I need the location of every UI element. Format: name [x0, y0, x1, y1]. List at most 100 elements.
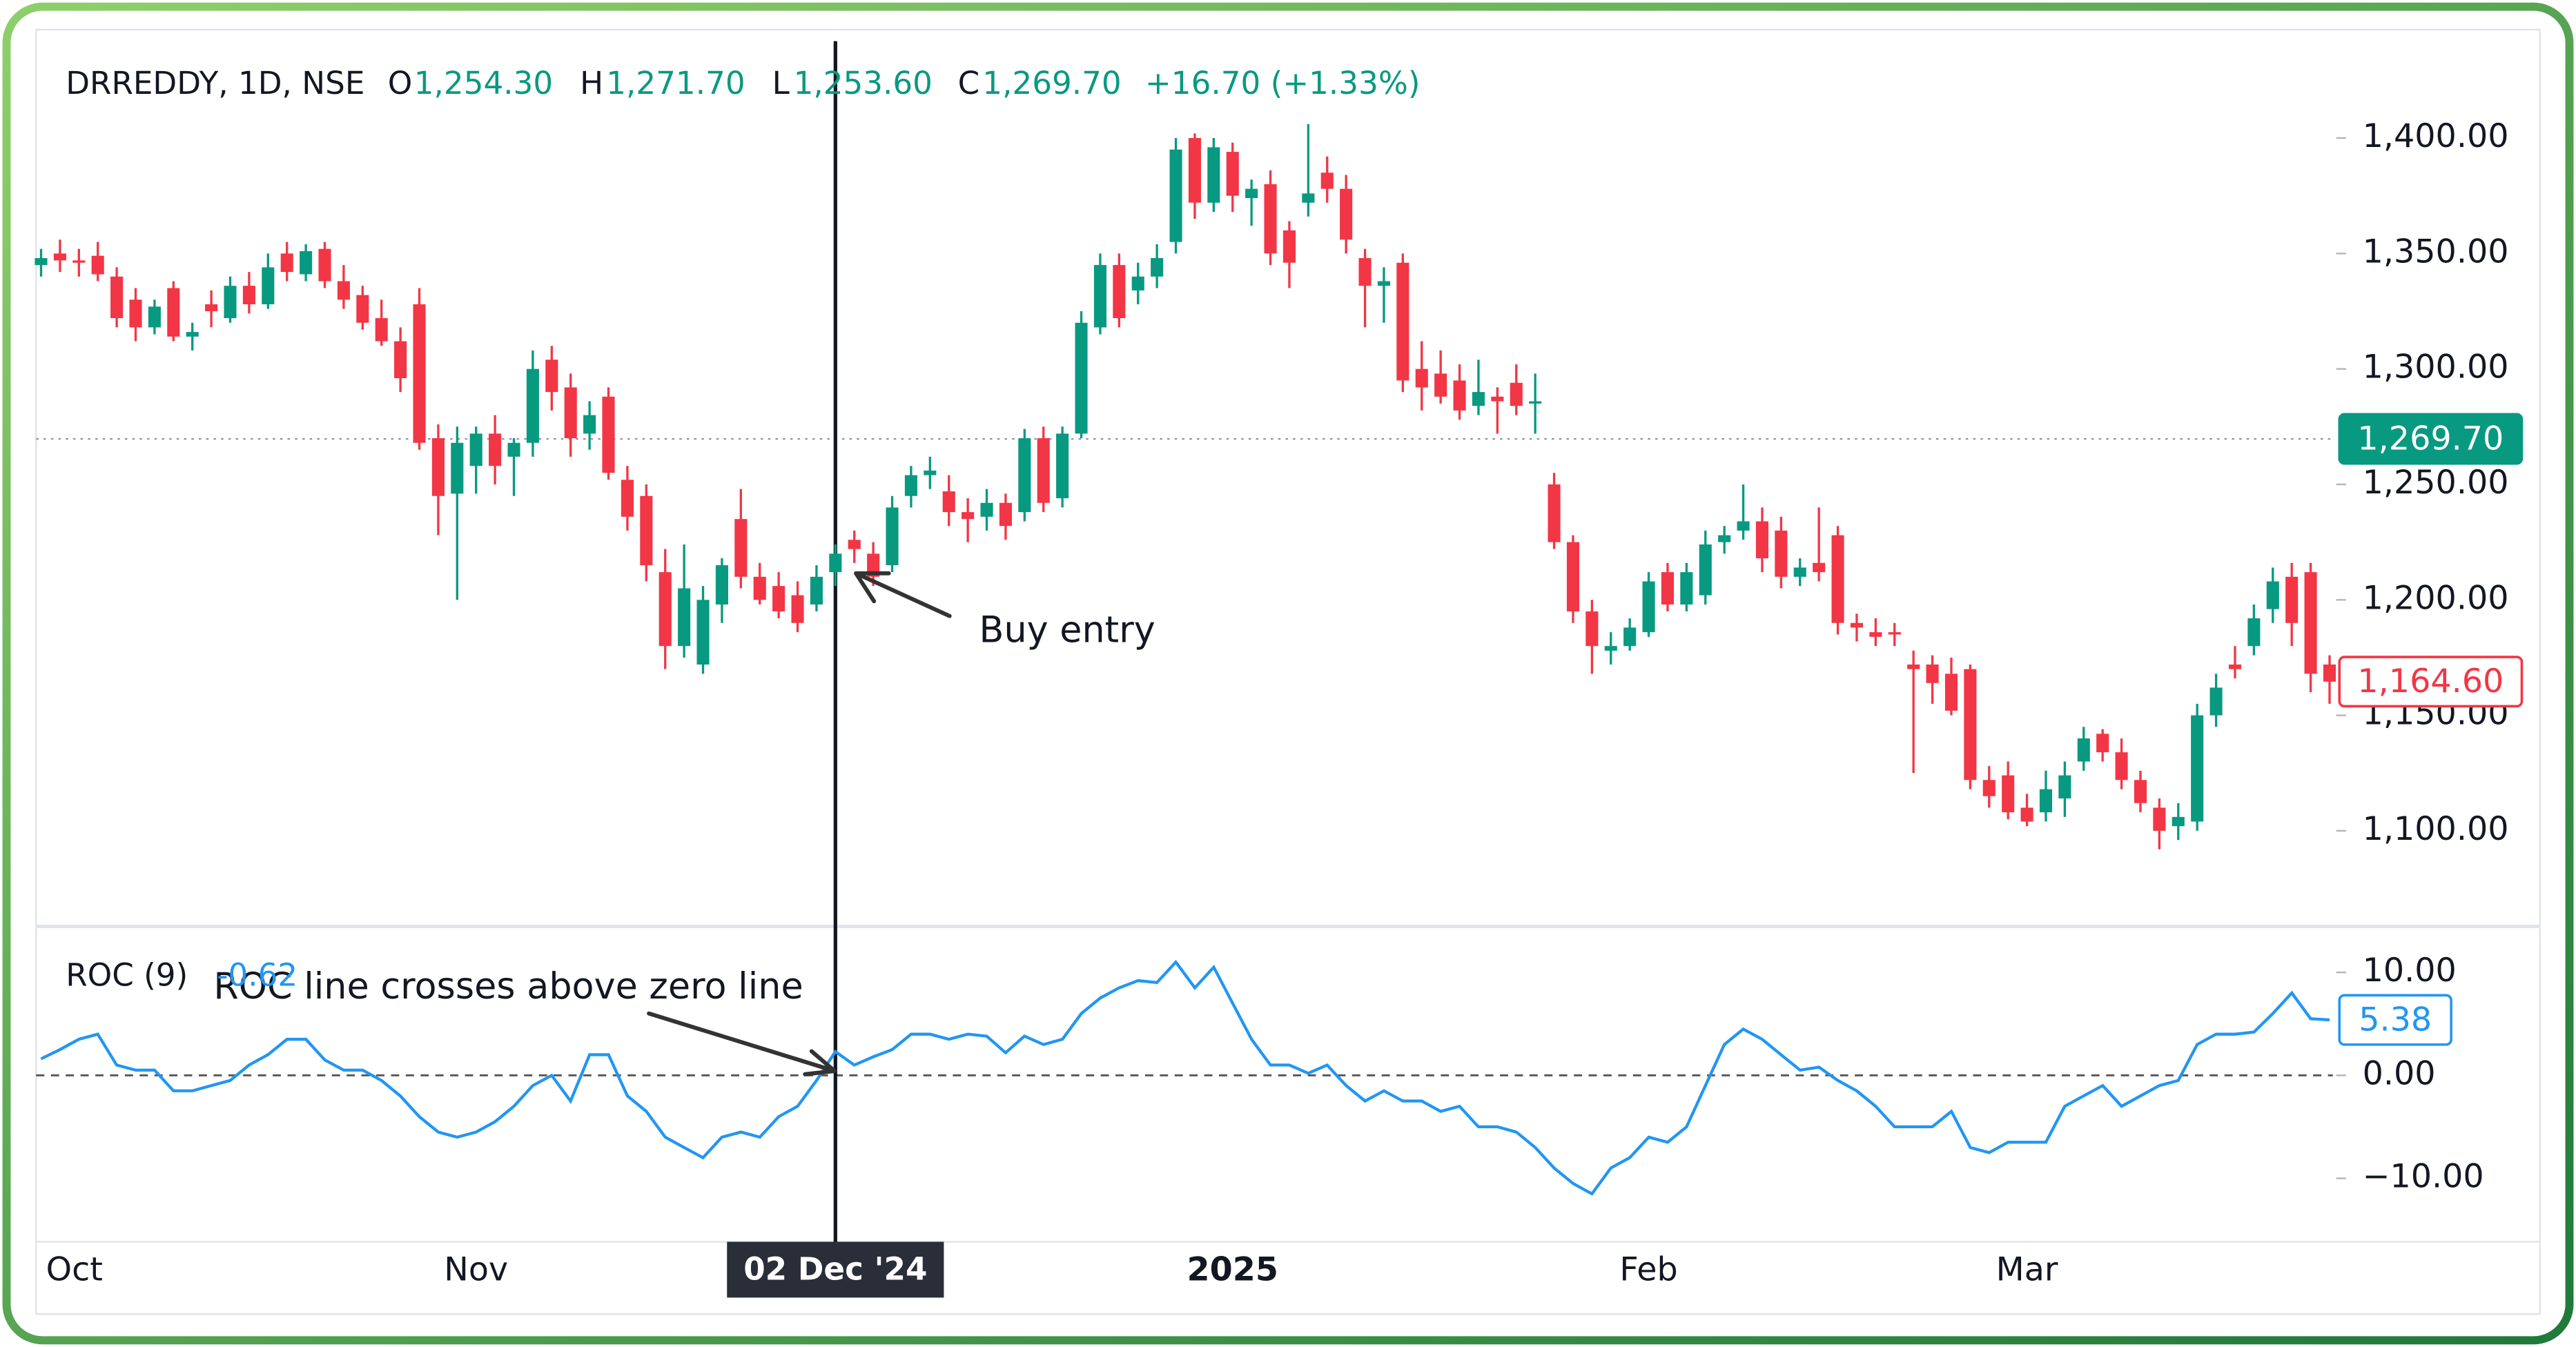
- candle-body: [1131, 276, 1144, 291]
- plot-area: [35, 28, 2541, 1315]
- candle-body: [1245, 188, 1258, 199]
- candle-body: [734, 519, 748, 577]
- price-tag: [2338, 656, 2524, 708]
- candle-body: [924, 470, 937, 475]
- indicator-title: ROC (9): [66, 956, 188, 993]
- candle-body: [1623, 627, 1637, 647]
- candle-body: [280, 253, 293, 273]
- candle-body: [1585, 611, 1599, 647]
- candle-body: [1396, 262, 1409, 381]
- x-tick-label: Nov: [444, 1250, 508, 1288]
- change: +16.70 (+1.33%): [1145, 65, 1421, 101]
- candle-body: [35, 258, 48, 266]
- candle-body: [1377, 281, 1390, 286]
- annotation: ROC line crosses above zero line: [213, 965, 803, 1007]
- y-tick-label: 10.00: [2363, 952, 2457, 990]
- candle-body: [224, 286, 237, 319]
- candle-body: [2172, 816, 2185, 827]
- candle-body: [2209, 687, 2223, 716]
- ohlc-value: 1,271.70: [606, 65, 745, 101]
- candle-body: [715, 565, 728, 604]
- candle-body: [545, 360, 558, 393]
- candle-body: [772, 586, 786, 612]
- ohlc-value: 1,253.60: [794, 65, 933, 101]
- candle-body: [1869, 632, 1882, 637]
- ohlc-key: H: [580, 65, 603, 101]
- candle-body: [110, 276, 124, 319]
- candle-body: [375, 318, 388, 342]
- ohlc-key: O: [388, 65, 413, 101]
- candle-body: [1093, 265, 1106, 328]
- indicator-value: -0.62: [217, 956, 297, 993]
- candle-body: [507, 442, 520, 457]
- y-tick-label: 1,250.00: [2363, 464, 2509, 502]
- candle-body: [167, 288, 180, 337]
- candle-body: [1982, 780, 1996, 796]
- candle-body: [1944, 674, 1958, 711]
- candle-body: [1850, 622, 1864, 628]
- candle-body: [1037, 438, 1050, 503]
- candle-body: [2002, 775, 2015, 813]
- candle-body: [413, 304, 426, 443]
- candle-body: [564, 387, 577, 439]
- x-tick-label: 2025: [1187, 1250, 1278, 1288]
- candle-body: [1320, 173, 1334, 189]
- candle-body: [53, 253, 66, 261]
- header: DRREDDY, 1D, NSE O 1,254.30 H 1,271.70 L…: [66, 65, 1420, 993]
- symbol-title: DRREDDY, 1D, NSE: [66, 65, 364, 101]
- y-tick-label: 0.00: [2363, 1054, 2436, 1092]
- annotation-arrow: [854, 571, 952, 618]
- candle-body: [431, 438, 445, 496]
- candle-body: [91, 255, 104, 275]
- candle-body: [337, 281, 350, 300]
- candle-body: [129, 299, 142, 328]
- candle-body: [867, 553, 880, 577]
- annotation: Buy entry: [979, 609, 1155, 651]
- candle-body: [1529, 401, 1542, 404]
- y-tick-label: 1,350.00: [2363, 233, 2509, 271]
- candle-body: [205, 304, 218, 311]
- candle-body: [1302, 193, 1315, 203]
- candle-body: [1510, 382, 1523, 406]
- candle-body: [1680, 572, 1693, 604]
- candle-body: [1282, 230, 1296, 263]
- candle-body: [262, 267, 275, 304]
- candle-body: [1718, 535, 1731, 542]
- price-tag: [2338, 994, 2452, 1046]
- candle-body: [1566, 542, 1580, 612]
- candle-body: [2077, 738, 2090, 762]
- candle-body: [2247, 618, 2261, 647]
- candle-body: [1018, 438, 1031, 513]
- candle-body: [696, 600, 710, 665]
- candle-body: [1151, 258, 1164, 277]
- y-tick-label: 1,300.00: [2363, 348, 2509, 386]
- candle-body: [1075, 322, 1088, 434]
- candle-body: [640, 495, 653, 566]
- x-tick-label: Feb: [1619, 1250, 1677, 1288]
- candle-body: [356, 295, 369, 323]
- candle-body: [1169, 149, 1182, 242]
- candle-body: [1775, 530, 1788, 577]
- candle-body: [1434, 373, 1447, 397]
- candle-body: [1056, 433, 1069, 499]
- candle-body: [1188, 138, 1201, 203]
- candle-body: [999, 502, 1012, 527]
- ohlc-key: L: [772, 65, 790, 101]
- candle-body: [1548, 484, 1561, 542]
- candle-body: [186, 332, 199, 337]
- candle-body: [1453, 380, 1466, 411]
- candle-body: [1642, 581, 1655, 633]
- candle-body: [1699, 544, 1712, 596]
- candle-body: [526, 368, 539, 443]
- x-tick-label: Oct: [46, 1250, 103, 1288]
- candle-body: [1964, 669, 1977, 780]
- candle-body: [2323, 664, 2336, 682]
- candle-body: [583, 415, 596, 434]
- y-tick-label: 1,400.00: [2363, 117, 2509, 155]
- candle-body: [621, 480, 634, 517]
- candle-body: [2228, 664, 2242, 669]
- candle-body: [1226, 152, 1239, 196]
- ohlc-value: 1,254.30: [414, 65, 553, 101]
- candle-body: [678, 588, 691, 647]
- candle-body: [1358, 258, 1372, 286]
